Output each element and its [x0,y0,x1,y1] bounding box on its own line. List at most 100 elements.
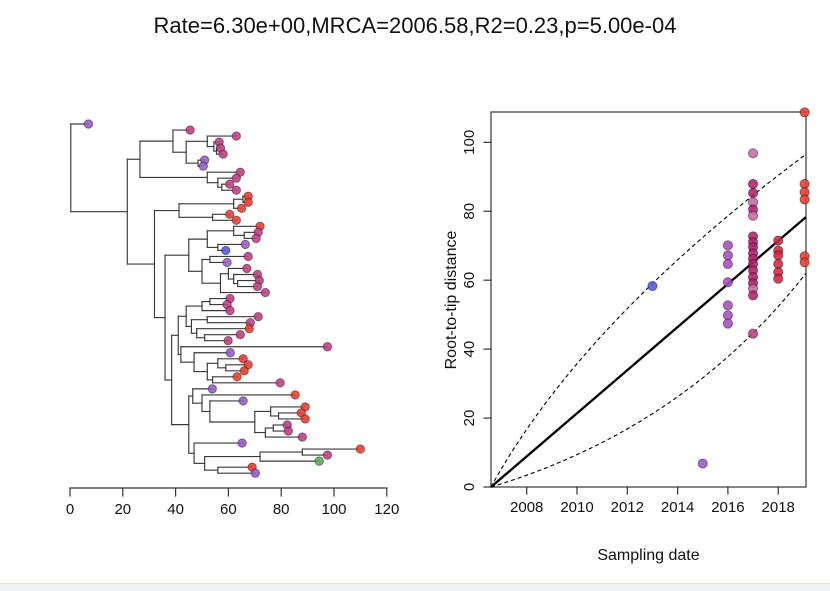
tree-tip-dot [297,432,308,442]
tree-tip-dots [83,119,366,478]
tree-tip-dot [223,336,233,346]
tree-tip-dot [225,179,235,189]
tree-tip-dot [243,197,253,207]
tree-tip-dot [232,372,242,382]
x-tick-label: 2008 [510,499,543,516]
plot-frame [490,111,807,488]
scatter-point [773,273,784,284]
bottom-strip [0,583,830,591]
tree-axis-tick-label: 0 [66,501,74,518]
tree-tip-dot [275,378,285,388]
x-tick-label: 2010 [560,499,593,516]
y-tick-label: 40 [461,341,478,358]
tree-tip-dot [300,402,310,412]
tree-tip-dot [231,215,242,226]
tree-tip-dot [225,348,235,358]
tree-tip-dot [260,287,271,298]
tree-tip-dot [252,281,263,292]
scatter-point [747,178,759,190]
y-tick-label: 60 [461,272,478,289]
tree-tip-dot [237,438,247,448]
scatter-point [773,235,784,246]
scatter-point [722,250,734,261]
tree-tip-dot [244,323,254,334]
y-axis-label: Root-to-tip distance [443,230,460,370]
tree-tip-dot [242,263,252,274]
tree-tip-dot [283,426,294,436]
tree-tip-dot [243,360,253,370]
tree-tip-dot [290,390,300,400]
y-tick-label: 100 [461,130,478,155]
tree-axis-tick-label: 100 [321,501,346,518]
scatter-point [722,300,734,311]
tree-tip-dot [355,444,366,454]
tree-tip-dot [322,450,333,460]
tree-tip-dot [231,173,242,183]
x-tick-label: 2018 [762,499,795,516]
scatter-plot-box [490,111,807,488]
tree-tip-dot [235,330,245,340]
tree-tip-dot [225,209,235,220]
tree-tip-dot [296,408,306,418]
tree-tip-dot [251,233,261,244]
scatter-point [697,458,708,469]
tree-axis-tick-label: 20 [114,501,131,518]
y-tick-label: 80 [461,203,478,220]
scatter-point [722,318,734,329]
x-tick-label: 2012 [611,499,644,516]
scatter-point [747,187,759,199]
scatter-axes: 2008 2010 2012 2014 2016 2018 0 20 40 60 80 100 [461,130,795,516]
y-tick-label: 20 [461,410,478,427]
scatter-points [647,107,810,469]
y-tick-label: 0 [461,483,478,491]
tree-tip-dot [83,119,94,129]
scatter-point [799,107,810,118]
tree-tip-dot [238,396,248,406]
tree-tip-dot [221,245,231,256]
scatter-point [747,290,759,301]
tree-tip-dot [238,354,248,364]
tree-tip-dot [225,305,235,316]
tree-tip-dot [253,311,263,322]
scatter-point [747,210,759,221]
tree-tip-dot [222,257,232,268]
scatter-point [773,250,784,261]
tree-axis-tick-label: 120 [374,501,399,518]
tree-tip-dot [243,251,253,262]
tree-tip-dot [231,131,242,141]
scatter-point [722,258,734,270]
tree-axis: 0 20 40 60 80 100 120 [66,487,399,518]
regression-lines [490,153,807,488]
scatter-point [722,240,734,251]
tree-tip-dot [239,366,249,376]
tree-tip-dot [236,203,247,213]
regression-line [490,216,807,488]
scatter-point [799,194,810,205]
ci-upper-dashed [490,153,807,488]
tree-axis-tick-label: 60 [220,501,237,518]
scatter-panel: 2008 2010 2012 2014 2016 2018 0 20 40 60 80 100 [461,107,810,516]
x-tick-label: 2016 [711,499,744,516]
tree-tip-dot [250,468,261,478]
scatter-point [747,148,759,159]
plot-title: Rate=6.30e+00,MRCA=2006.58,R2=0.23,p=5.0… [153,13,677,38]
tree-tip-dot [218,149,228,159]
tree-tip-dot [322,342,333,352]
ci-lower-dashed [490,272,807,488]
tree-tip-dot [185,125,195,135]
scatter-point [722,277,734,288]
tree-axis-tick-label: 80 [273,501,290,518]
x-tick-label: 2014 [661,499,694,516]
tree-tip-dot [314,456,324,466]
scatter-point [647,280,658,292]
tree-tip-dot [231,185,242,195]
tree-tip-dot [300,414,310,424]
tree-tip-dot [235,167,245,177]
scatter-point [799,257,810,268]
tree-tip-dot [198,161,209,171]
x-axis-label: Sampling date [597,547,700,564]
tree-tip-dot [240,239,250,250]
tree-tip-dot [207,384,217,394]
